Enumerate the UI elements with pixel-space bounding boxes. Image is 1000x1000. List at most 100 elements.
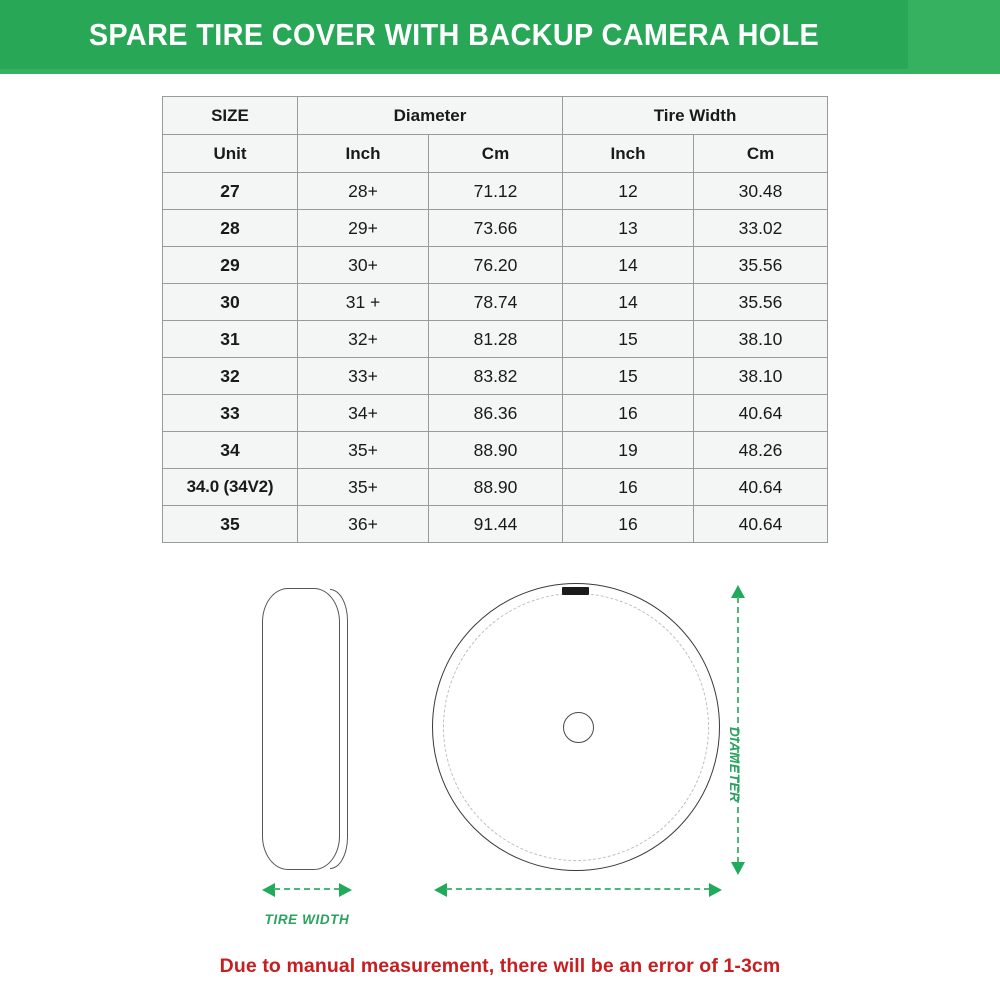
backup-camera-hole-icon — [563, 712, 594, 743]
diameter-horizontal-dimension-arrow — [434, 880, 722, 898]
cell-width-inch: 19 — [562, 431, 695, 469]
arrow-right-head-icon — [339, 883, 352, 897]
cell-width-cm: 48.26 — [693, 431, 829, 469]
cell-width-cm: 40.64 — [693, 394, 829, 432]
cell-width-cm: 30.48 — [693, 172, 829, 210]
unit-header-width-cm: Cm — [693, 134, 829, 173]
cell-dia-cm: 78.74 — [427, 283, 564, 321]
cell-dia-inch: 30+ — [297, 246, 429, 284]
table-row: 33 34+ 86.36 16 40.64 — [162, 394, 829, 432]
cell-unit: 34 — [162, 431, 298, 469]
table-group-header-row: SIZE Diameter Tire Width — [162, 96, 829, 135]
cell-width-inch: 12 — [562, 172, 695, 210]
cell-dia-inch: 35+ — [297, 468, 429, 506]
cell-unit: 32 — [162, 357, 298, 395]
arrow-up-head-icon — [731, 585, 745, 598]
table-unit-header-row: Unit Inch Cm Inch Cm — [162, 134, 829, 173]
size-table: SIZE Diameter Tire Width Unit Inch Cm In… — [162, 96, 829, 543]
page-title: SPARE TIRE COVER WITH BACKUP CAMERA HOLE — [88, 16, 820, 52]
cell-width-inch: 14 — [562, 246, 695, 284]
cell-width-inch: 15 — [562, 320, 695, 358]
cell-dia-cm: 88.90 — [427, 431, 564, 469]
unit-header-dia-inch: Inch — [297, 134, 429, 173]
unit-header-width-inch: Inch — [562, 134, 695, 173]
cell-unit: 34.0 (34V2) — [162, 468, 298, 506]
dimension-dashed-line — [274, 888, 340, 890]
table-body: 27 28+ 71.12 12 30.48 28 29+ 73.66 13 33… — [162, 172, 829, 543]
arrow-down-head-icon — [731, 862, 745, 875]
unit-header-dia-cm: Cm — [427, 134, 564, 173]
table-row: 27 28+ 71.12 12 30.48 — [162, 172, 829, 210]
cell-unit: 31 — [162, 320, 298, 358]
tire-width-dimension-arrow — [262, 880, 352, 898]
cell-dia-cm: 73.66 — [427, 209, 564, 247]
cell-dia-inch: 36+ — [297, 505, 429, 543]
cell-width-inch: 16 — [562, 468, 695, 506]
cell-width-inch: 13 — [562, 209, 695, 247]
cell-unit: 30 — [162, 283, 298, 321]
cell-dia-cm: 91.44 — [427, 505, 564, 543]
arrow-right-head-icon — [709, 883, 722, 897]
dimension-dashed-line — [737, 597, 739, 863]
tire-cover-side-body — [262, 588, 340, 870]
cell-dia-inch: 31 + — [297, 283, 429, 321]
header-banner-inner: SPARE TIRE COVER WITH BACKUP CAMERA HOLE — [0, 0, 908, 69]
tire-cover-side-view-illustration — [258, 588, 350, 870]
cell-width-cm: 35.56 — [693, 283, 829, 321]
measurement-disclaimer-note: Due to manual measurement, there will be… — [219, 955, 781, 977]
cell-dia-inch: 32+ — [297, 320, 429, 358]
table-head: SIZE Diameter Tire Width Unit Inch Cm In… — [162, 96, 829, 173]
diameter-label: DIAMETER — [727, 727, 742, 803]
cell-width-cm: 40.64 — [693, 468, 829, 506]
diameter-vertical-dimension-arrow — [729, 585, 747, 875]
cell-dia-cm: 81.28 — [427, 320, 564, 358]
table-row: 35 36+ 91.44 16 40.64 — [162, 505, 829, 543]
group-header-size: SIZE — [162, 96, 298, 135]
tire-cover-front-view-illustration — [432, 583, 722, 873]
table-row: 29 30+ 76.20 14 35.56 — [162, 246, 829, 284]
cell-width-inch: 16 — [562, 505, 695, 543]
cell-dia-cm: 71.12 — [427, 172, 564, 210]
product-diagram: TIRE WIDTH DIAMETER — [0, 555, 1000, 940]
dimension-dashed-line — [446, 888, 710, 890]
cell-unit: 29 — [162, 246, 298, 284]
group-header-tire-width: Tire Width — [562, 96, 829, 135]
table-row: 28 29+ 73.66 13 33.02 — [162, 209, 829, 247]
cell-width-inch: 15 — [562, 357, 695, 395]
table-row: 31 32+ 81.28 15 38.10 — [162, 320, 829, 358]
table-row: 34 35+ 88.90 19 48.26 — [162, 431, 829, 469]
arrow-left-head-icon — [262, 883, 275, 897]
table-row: 32 33+ 83.82 15 38.10 — [162, 357, 829, 395]
arrow-left-head-icon — [434, 883, 447, 897]
group-header-diameter: Diameter — [296, 96, 564, 135]
tire-cover-side-edge — [330, 589, 348, 869]
cell-unit: 28 — [162, 209, 298, 247]
cell-dia-inch: 28+ — [297, 172, 429, 210]
cell-dia-inch: 29+ — [297, 209, 429, 247]
cell-width-cm: 35.56 — [693, 246, 829, 284]
cell-dia-cm: 88.90 — [427, 468, 564, 506]
cell-dia-cm: 83.82 — [427, 357, 564, 395]
tire-width-label: TIRE WIDTH — [264, 912, 350, 927]
cell-unit: 27 — [162, 172, 298, 210]
cell-unit: 35 — [162, 505, 298, 543]
table-row: 30 31 + 78.74 14 35.56 — [162, 283, 829, 321]
cell-width-cm: 38.10 — [693, 320, 829, 358]
cell-width-inch: 16 — [562, 394, 695, 432]
header-banner: SPARE TIRE COVER WITH BACKUP CAMERA HOLE — [0, 0, 1000, 74]
cell-width-cm: 33.02 — [693, 209, 829, 247]
cell-dia-inch: 34+ — [297, 394, 429, 432]
unit-header-unit: Unit — [162, 134, 298, 173]
cell-dia-cm: 76.20 — [427, 246, 564, 284]
cell-dia-cm: 86.36 — [427, 394, 564, 432]
tire-cover-top-tab — [562, 587, 589, 595]
cell-width-inch: 14 — [562, 283, 695, 321]
size-table-container: SIZE Diameter Tire Width Unit Inch Cm In… — [162, 96, 829, 543]
cell-dia-inch: 35+ — [297, 431, 429, 469]
cell-dia-inch: 33+ — [297, 357, 429, 395]
table-row: 34.0 (34V2) 35+ 88.90 16 40.64 — [162, 468, 829, 506]
cell-width-cm: 40.64 — [693, 505, 829, 543]
cell-unit: 33 — [162, 394, 298, 432]
cell-width-cm: 38.10 — [693, 357, 829, 395]
